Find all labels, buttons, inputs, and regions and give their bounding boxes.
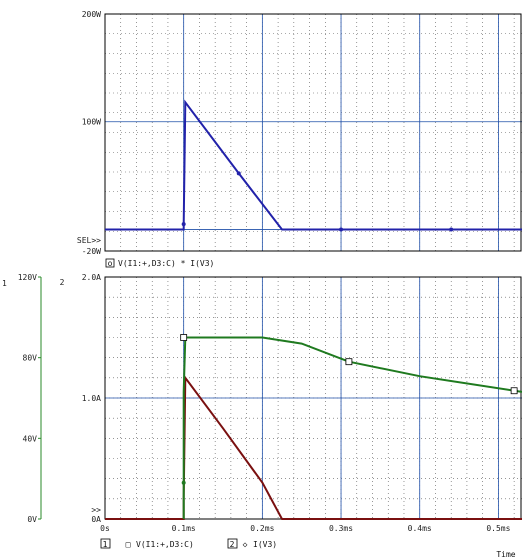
legend-number-box bbox=[100, 538, 111, 549]
series-line-current bbox=[182, 336, 522, 519]
legend-icon: □ bbox=[126, 540, 131, 549]
axis-number-label: 1 bbox=[2, 279, 7, 288]
current-marker bbox=[345, 358, 353, 366]
bottom-y2-tick-label: 0A bbox=[91, 515, 101, 524]
bottom-y1-tick-label: 0V bbox=[27, 515, 37, 524]
legend-label: I(V3) bbox=[253, 540, 277, 549]
data-point bbox=[181, 480, 186, 485]
data-point bbox=[339, 227, 344, 232]
legend-label: V(I1:+,D3:C) bbox=[136, 540, 194, 549]
legend-icon: ◇ bbox=[243, 540, 248, 549]
legend-icon: o bbox=[108, 259, 113, 268]
data-point bbox=[449, 227, 454, 232]
x-axis-label: Time bbox=[496, 550, 515, 559]
bottom-y2-tick-label: 2.0A bbox=[82, 273, 101, 282]
legend-label: V(I1:+,D3:C) * I(V3) bbox=[118, 259, 214, 268]
legend-symbol-box bbox=[105, 258, 115, 268]
x-tick-label: 0.2ms bbox=[250, 524, 274, 533]
x-tick-label: 0.5ms bbox=[486, 524, 510, 533]
x-tick-label: 0s bbox=[100, 524, 110, 533]
top-y-tick-label: -20W bbox=[82, 247, 101, 256]
sel-marker: SEL>> bbox=[77, 236, 101, 245]
current-marker bbox=[180, 334, 188, 341]
axis-number-label: 2 bbox=[60, 278, 65, 287]
x-tick-label: 0.1ms bbox=[172, 524, 196, 533]
x-tick-label: 0.4ms bbox=[408, 524, 432, 533]
legend-number: 2 bbox=[230, 540, 235, 549]
x-tick-label: 0.3ms bbox=[329, 524, 353, 533]
top-y-tick-label: 200W bbox=[82, 10, 101, 19]
bottom-y2-tick-label: 1.0A bbox=[82, 394, 101, 403]
current-marker bbox=[510, 387, 518, 395]
bottom-y1-tick-label: 120V bbox=[18, 273, 37, 282]
legend-number: 1 bbox=[103, 540, 108, 549]
data-point bbox=[181, 222, 186, 227]
bottom-y1-tick-label: 80V bbox=[23, 354, 38, 363]
series-line-voltage bbox=[105, 374, 522, 520]
top-plot-frame bbox=[104, 13, 522, 252]
sel-marker: >> bbox=[91, 505, 101, 514]
legend-number-box bbox=[227, 538, 238, 549]
bottom-y1-tick-label: 40V bbox=[23, 434, 38, 443]
data-point bbox=[236, 171, 241, 176]
top-y-tick-label: 100W bbox=[82, 118, 101, 127]
